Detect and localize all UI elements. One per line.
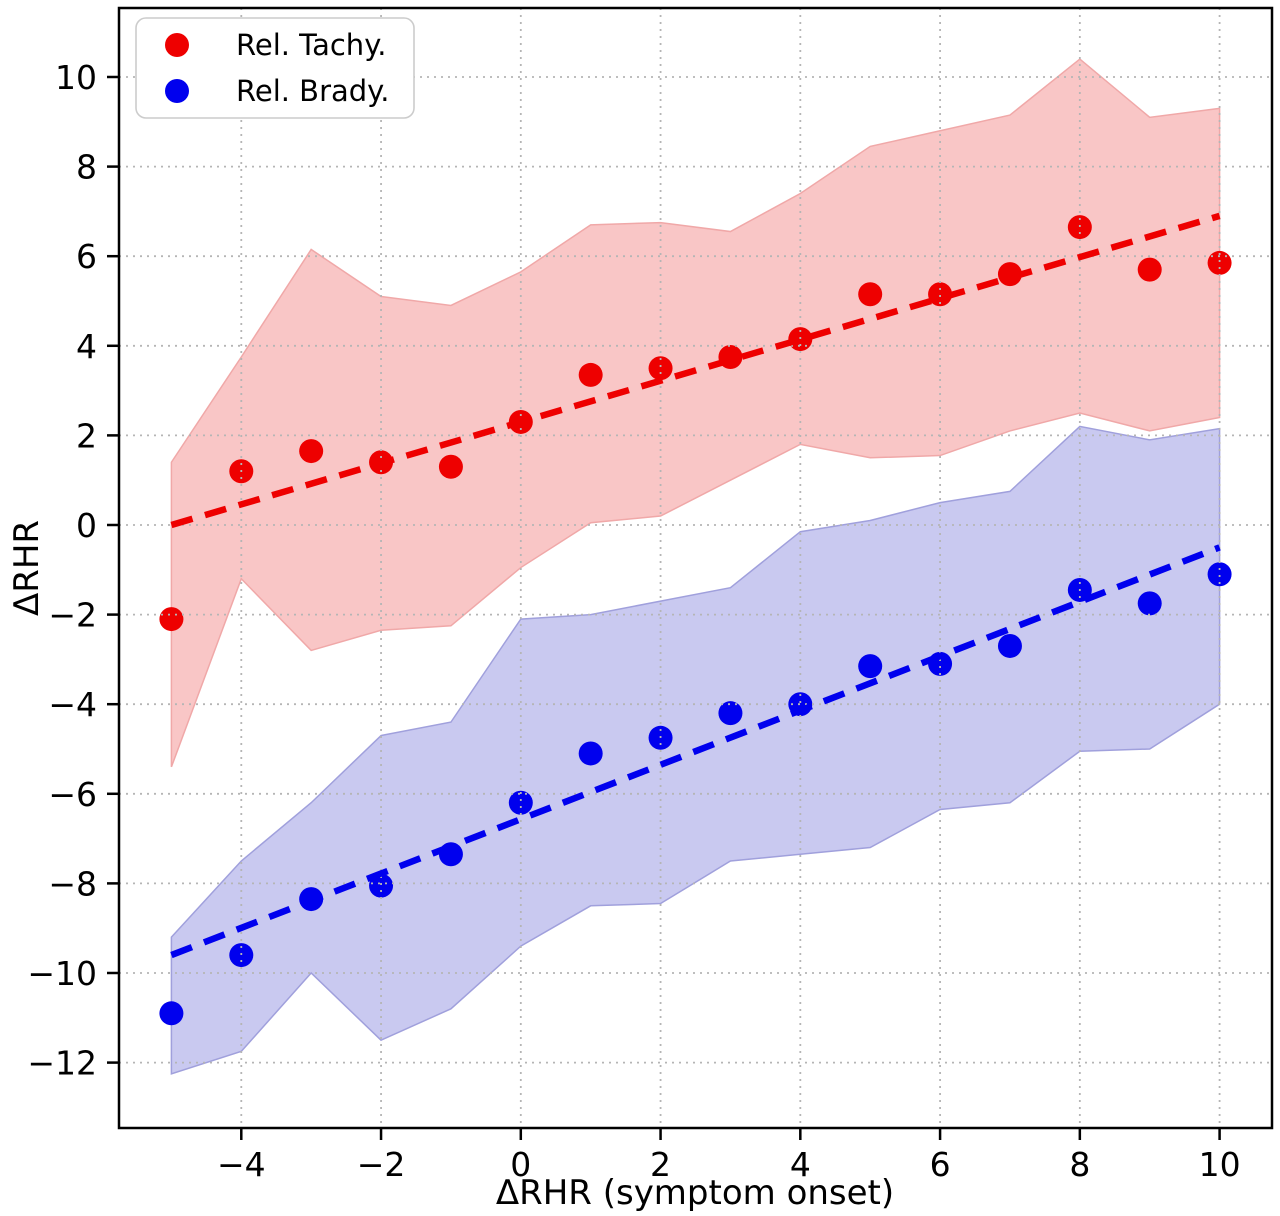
x-tick-label: 8 bbox=[1069, 1145, 1090, 1184]
scatter-dot-brady bbox=[718, 701, 743, 726]
y-tick-label: −2 bbox=[48, 596, 97, 635]
tick-labels: −4 −2 0 2 4 6 8 10 10 8 6 4 2 0 −2 −4 −6 −8 −10 −12 bbox=[27, 58, 1240, 1184]
x-tick-label: 6 bbox=[930, 1145, 951, 1184]
scatter-dot-brady bbox=[578, 741, 603, 766]
x-tick-label: 4 bbox=[790, 1145, 811, 1184]
legend-label-brady: Rel. Brady. bbox=[236, 74, 389, 108]
scatter-dot-brady bbox=[159, 1001, 184, 1026]
y-tick-label: −6 bbox=[48, 775, 97, 814]
scatter-dot-brady bbox=[229, 943, 254, 968]
x-tick-label: 2 bbox=[650, 1145, 671, 1184]
x-tick-label: 10 bbox=[1199, 1145, 1241, 1184]
y-tick-label: −10 bbox=[27, 954, 97, 993]
scatter-dot-brady bbox=[1207, 562, 1232, 587]
y-tick-label: −12 bbox=[27, 1044, 97, 1083]
trend-lines bbox=[170, 212, 1221, 959]
scatter-dot-tachy bbox=[1067, 215, 1092, 240]
x-axis-label: ΔRHR (symptom onset) bbox=[496, 1173, 894, 1213]
scatter-dot-tachy bbox=[1137, 257, 1162, 282]
y-tick-label: 10 bbox=[55, 58, 97, 97]
x-tick-label: −2 bbox=[357, 1145, 406, 1184]
legend-box bbox=[135, 17, 415, 119]
scatter-dot-brady bbox=[508, 790, 533, 815]
y-tick-label: 6 bbox=[76, 237, 97, 276]
legend-marker-tachy bbox=[165, 33, 189, 57]
y-axis-label: ΔRHR bbox=[7, 520, 47, 616]
scatter-dot-brady bbox=[1137, 591, 1162, 616]
scatter-dot-tachy bbox=[997, 262, 1022, 287]
x-tick-label: 0 bbox=[510, 1145, 531, 1184]
confidence-bands bbox=[170, 58, 1221, 1075]
gridlines bbox=[119, 8, 1272, 1128]
plot-frame bbox=[117, 6, 1274, 1130]
scatter-dot-tachy bbox=[578, 362, 603, 387]
scatter-dot-brady bbox=[997, 633, 1022, 658]
trend-line-tachy bbox=[170, 212, 1221, 529]
y-tick-label: 4 bbox=[76, 327, 97, 366]
confidence-band-tachy bbox=[170, 58, 1221, 768]
y-tick-label: −4 bbox=[48, 685, 97, 724]
x-tick-label: −4 bbox=[217, 1145, 266, 1184]
scatter-dot-tachy bbox=[159, 607, 184, 632]
scatter-dot-tachy bbox=[648, 356, 673, 381]
legend-label-tachy: Rel. Tachy. bbox=[236, 28, 386, 62]
legend: Rel. Tachy. Rel. Brady. bbox=[135, 17, 415, 119]
y-tick-label: −8 bbox=[48, 864, 97, 903]
scatter-dot-tachy bbox=[438, 454, 463, 479]
y-tick-label: 2 bbox=[76, 416, 97, 455]
scatter-dot-tachy bbox=[299, 439, 324, 464]
y-tick-label: 8 bbox=[76, 148, 97, 187]
scatter-dot-brady bbox=[858, 654, 883, 679]
legend-marker-brady bbox=[165, 79, 189, 103]
trend-line-brady bbox=[170, 544, 1221, 959]
y-tick-label: 0 bbox=[76, 506, 97, 545]
scatter-dot-brady bbox=[369, 873, 394, 898]
axis-ticks bbox=[107, 75, 1221, 1140]
scatter-dot-tachy bbox=[858, 282, 883, 307]
scatter-dot-tachy bbox=[928, 282, 953, 307]
